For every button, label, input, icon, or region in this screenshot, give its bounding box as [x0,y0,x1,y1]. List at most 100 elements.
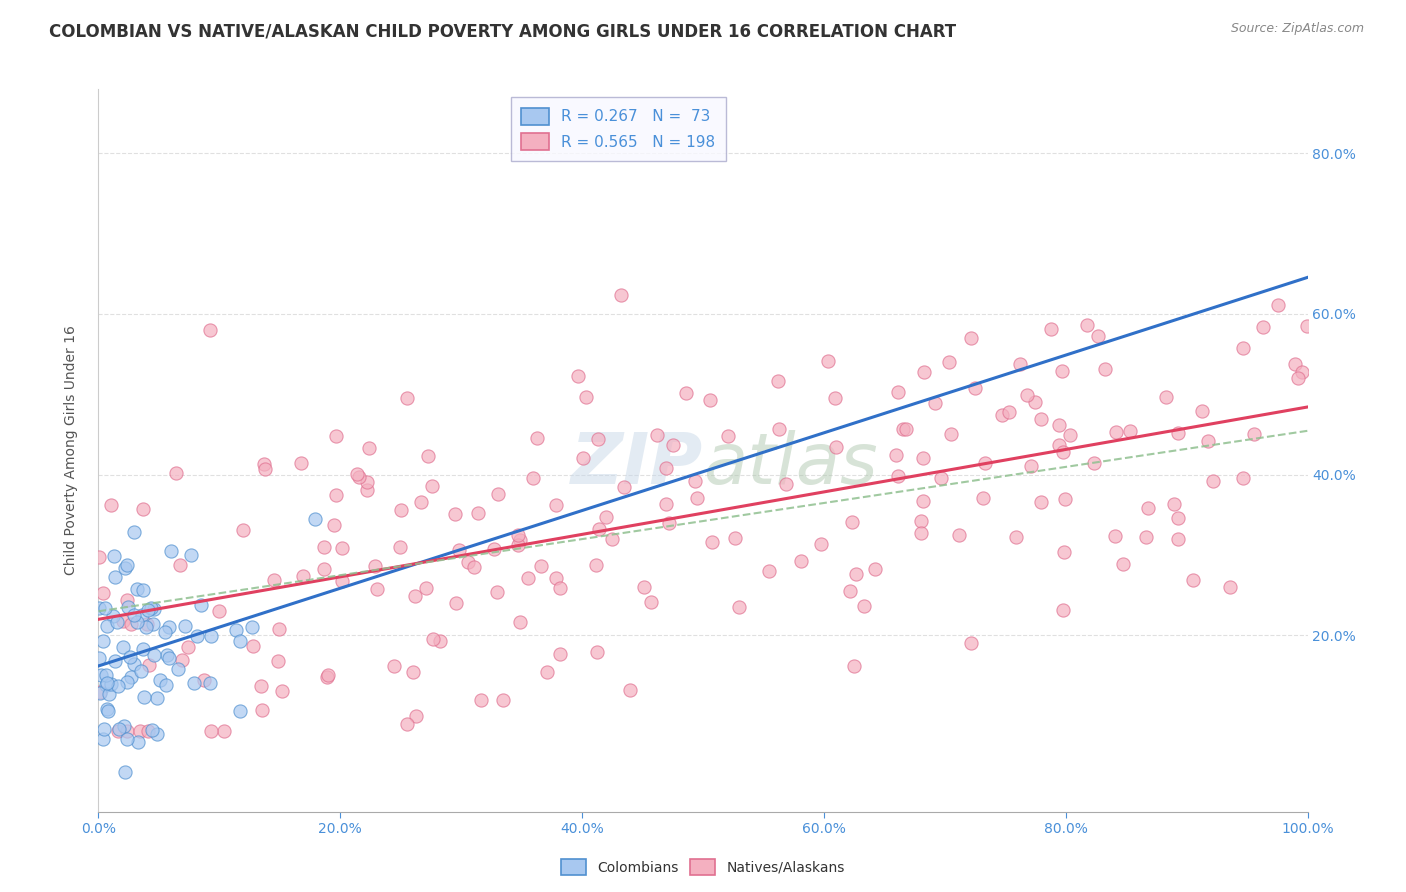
Point [675,386,697,401]
Point [910,526,932,541]
Point [267,654,290,668]
Point [107,724,129,739]
Point [647,428,669,442]
Point [145,727,167,741]
Point [910,515,932,529]
Point [120,617,142,632]
Point [463,559,485,574]
Point [655,461,678,475]
Point [486,487,509,501]
Point [402,665,425,680]
Point [122,608,145,623]
Point [470,693,492,707]
Point [165,466,187,480]
Point [172,652,194,666]
Point [1029,411,1052,425]
Point [96,678,118,692]
Point [89,686,111,700]
Point [619,683,641,698]
Point [382,658,405,673]
Point [912,494,935,508]
Text: atlas: atlas [703,431,877,500]
Point [117,599,139,614]
Legend: R = 0.267   N =  73, R = 0.565   N = 198: R = 0.267 N = 73, R = 0.565 N = 198 [510,97,725,161]
Point [662,437,685,451]
Point [142,602,165,616]
Point [1167,532,1189,546]
Point [157,650,180,665]
Point [132,582,155,597]
Point [240,620,263,634]
Point [446,595,468,609]
Point [254,462,277,476]
Point [508,528,530,542]
Point [845,567,868,582]
Text: ZIP: ZIP [571,431,703,500]
Point [1232,341,1254,355]
Point [325,488,347,502]
Point [316,668,339,682]
Point [1053,545,1076,559]
Point [1017,387,1039,401]
Point [517,571,540,585]
Point [139,601,162,615]
Point [1286,371,1309,385]
Point [103,609,125,624]
Point [640,595,662,609]
Point [931,471,953,485]
Point [316,670,339,684]
Point [388,541,411,555]
Point [1052,364,1074,378]
Point [104,654,127,668]
Point [129,664,152,678]
Point [1284,358,1306,372]
Point [548,648,571,662]
Point [242,640,264,654]
Point [887,384,910,399]
Point [357,441,380,455]
Point [214,724,236,739]
Point [142,617,165,632]
Point [108,723,131,737]
Point [157,619,180,633]
Point [1111,558,1133,572]
Point [91,731,114,746]
Point [138,658,160,673]
Point [290,456,312,470]
Point [1167,425,1189,440]
Point [1232,471,1254,485]
Point [567,369,589,384]
Point [998,405,1021,419]
Point [575,390,598,404]
Point [174,619,197,633]
Point [817,354,839,368]
Point [120,670,142,684]
Point [323,518,346,533]
Point [841,515,863,529]
Point [142,648,165,663]
Point [613,480,636,494]
Point [91,586,114,600]
Point [135,620,157,634]
Point [96,667,118,681]
Point [1197,434,1219,449]
Point [125,582,148,596]
Point [884,448,907,462]
Point [208,604,231,618]
Point [141,723,163,738]
Point [200,629,222,643]
Point [991,408,1014,422]
Point [356,483,378,498]
Point [938,355,960,369]
Point [153,624,176,639]
Point [1135,530,1157,544]
Point [1040,322,1063,336]
Point [314,562,336,576]
Point [169,558,191,573]
Point [658,516,681,530]
Point [93,722,115,736]
Point [1267,298,1289,312]
Point [418,449,440,463]
Point [167,662,190,676]
Point [509,533,531,547]
